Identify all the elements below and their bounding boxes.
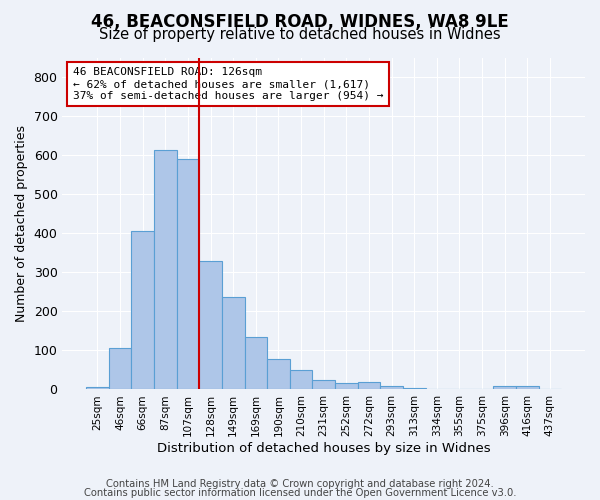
Text: 46, BEACONSFIELD ROAD, WIDNES, WA8 9LE: 46, BEACONSFIELD ROAD, WIDNES, WA8 9LE [91,12,509,30]
Bar [222,297,245,390]
Bar [403,388,425,390]
Text: Size of property relative to detached houses in Widnes: Size of property relative to detached ho… [99,28,501,42]
Bar [199,260,222,390]
Bar [358,382,380,390]
Bar [425,388,448,390]
Bar [516,386,539,390]
Bar [109,348,131,390]
Text: Contains HM Land Registry data © Crown copyright and database right 2024.: Contains HM Land Registry data © Crown c… [106,479,494,489]
Bar [154,150,176,390]
Bar [335,383,358,390]
Text: 46 BEACONSFIELD ROAD: 126sqm
← 62% of detached houses are smaller (1,617)
37% of: 46 BEACONSFIELD ROAD: 126sqm ← 62% of de… [73,68,383,100]
Bar [131,232,154,390]
Bar [313,380,335,390]
Bar [290,370,313,390]
Bar [493,386,516,390]
Y-axis label: Number of detached properties: Number of detached properties [15,125,28,322]
Bar [176,159,199,390]
Bar [267,358,290,390]
Bar [380,386,403,390]
X-axis label: Distribution of detached houses by size in Widnes: Distribution of detached houses by size … [157,442,491,455]
Text: Contains public sector information licensed under the Open Government Licence v3: Contains public sector information licen… [84,488,516,498]
Bar [245,336,267,390]
Bar [86,386,109,390]
